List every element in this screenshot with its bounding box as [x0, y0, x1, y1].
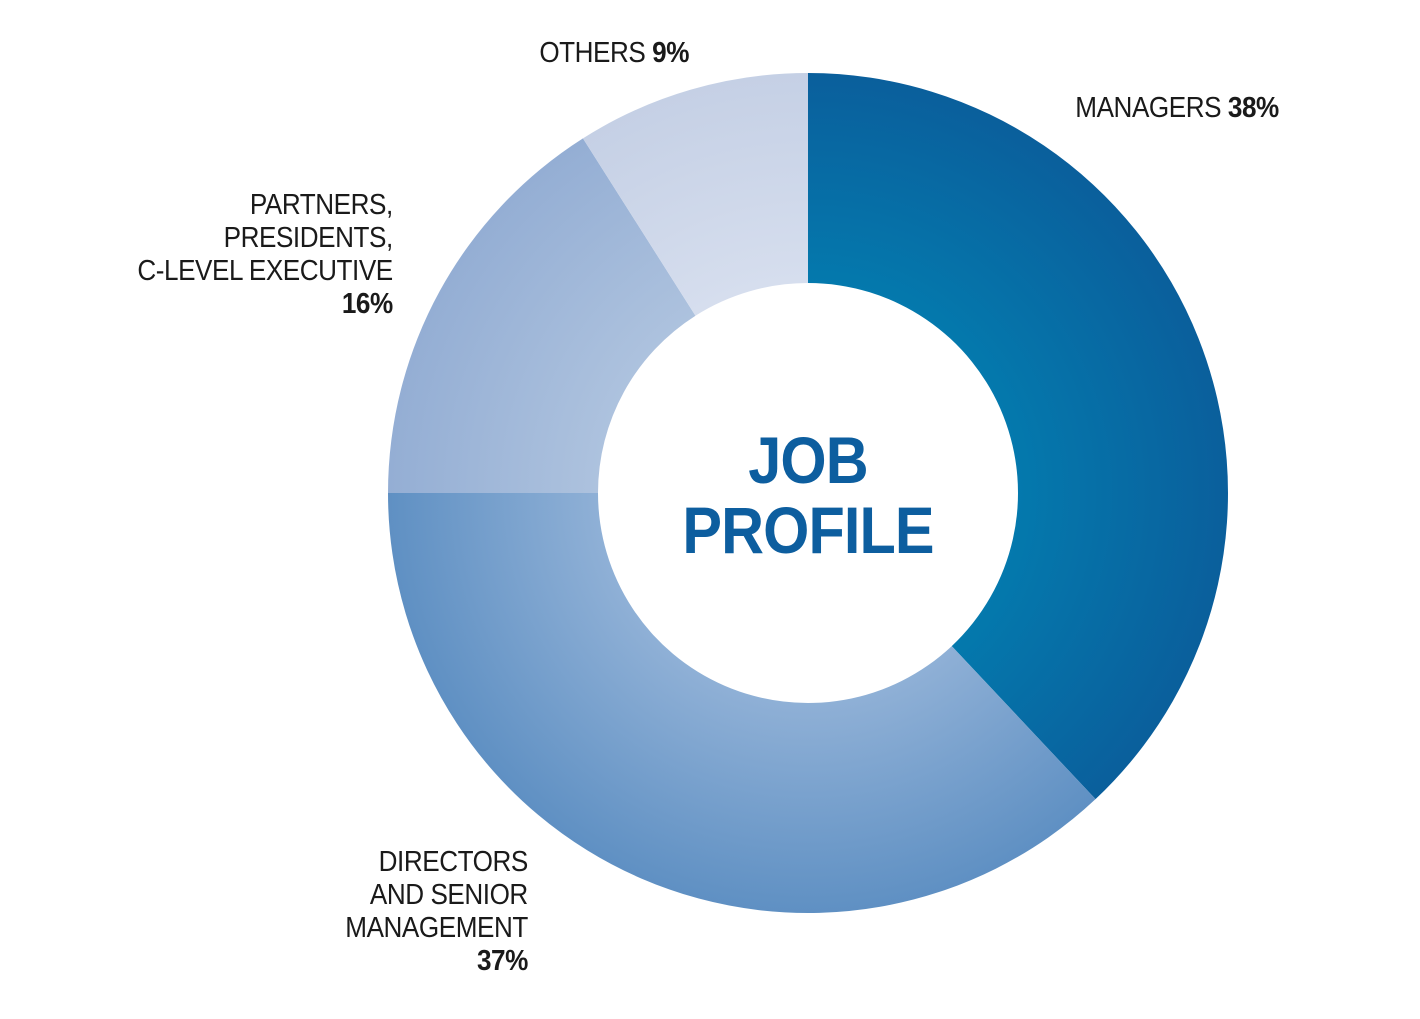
slice-label-others: OTHERS 9% [539, 37, 689, 70]
slice-label-managers-text: MANAGERS [1075, 92, 1222, 124]
slice-label-directors: DIRECTORS AND SENIOR MANAGEMENT 37% [345, 846, 528, 978]
slice-others [582, 73, 808, 316]
slice-label-directors-line-1: DIRECTORS [378, 846, 529, 878]
slice-partners [388, 138, 696, 494]
slice-label-partners-pct: 16% [342, 288, 393, 320]
slice-label-partners-line-1: PARTNERS, [250, 189, 393, 221]
slice-label-partners-line-2: PRESIDENTS, [223, 222, 394, 254]
slice-label-others-pct: 9% [652, 37, 690, 69]
slice-label-directors-line-2: AND SENIOR [370, 879, 528, 911]
slice-label-managers-pct: 38% [1227, 92, 1279, 124]
slice-label-partners-line-3: C-LEVEL EXECUTIVE [137, 255, 394, 287]
slice-directors [388, 493, 1096, 914]
chart-title-line-2: PROFILE [682, 493, 934, 567]
chart-title-line-1: JOB [748, 423, 868, 497]
slice-managers [808, 73, 1229, 800]
slice-label-managers: MANAGERS 38% [1075, 92, 1279, 125]
slice-label-directors-line-3: MANAGEMENT [345, 912, 528, 944]
slice-label-others-text: OTHERS [539, 37, 646, 69]
chart-title: JOB PROFILE [628, 425, 988, 565]
slice-label-directors-pct: 37% [477, 945, 528, 977]
slice-label-partners: PARTNERS, PRESIDENTS, C-LEVEL EXECUTIVE … [137, 189, 394, 321]
